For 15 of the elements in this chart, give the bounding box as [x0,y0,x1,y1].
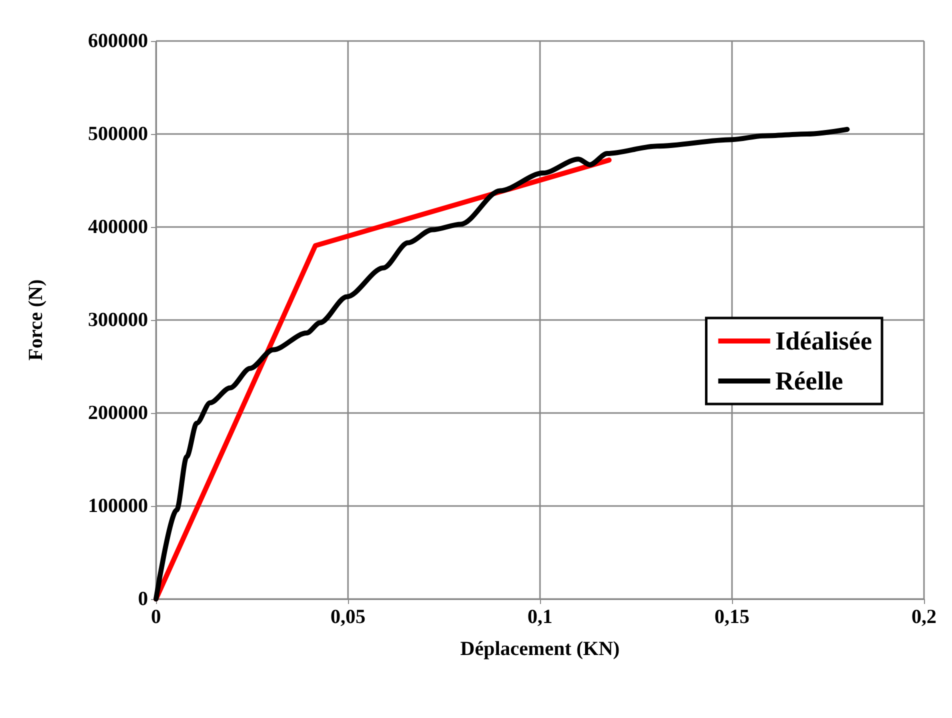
x-tick-label: 0,2 [912,606,936,628]
y-tick-label: 400000 [88,216,148,238]
y-tick-label: 100000 [88,495,148,517]
legend-label: Réelle [775,366,844,396]
y-tick-label: 200000 [88,402,148,424]
x-tick-label: 0,15 [714,606,750,628]
y-tick-label: 500000 [88,123,148,145]
x-tick-label: 0,1 [528,606,552,628]
y-tick-label: 300000 [88,309,148,331]
y-tick-label: 600000 [88,30,148,52]
legend-label: Idéalisée [775,326,872,356]
x-tick-label: 0,05 [330,606,366,628]
x-axis-title: Déplacement (KN) [460,638,620,660]
y-tick-label: 0 [138,588,148,610]
y-axis-title: Force (N) [25,279,47,361]
